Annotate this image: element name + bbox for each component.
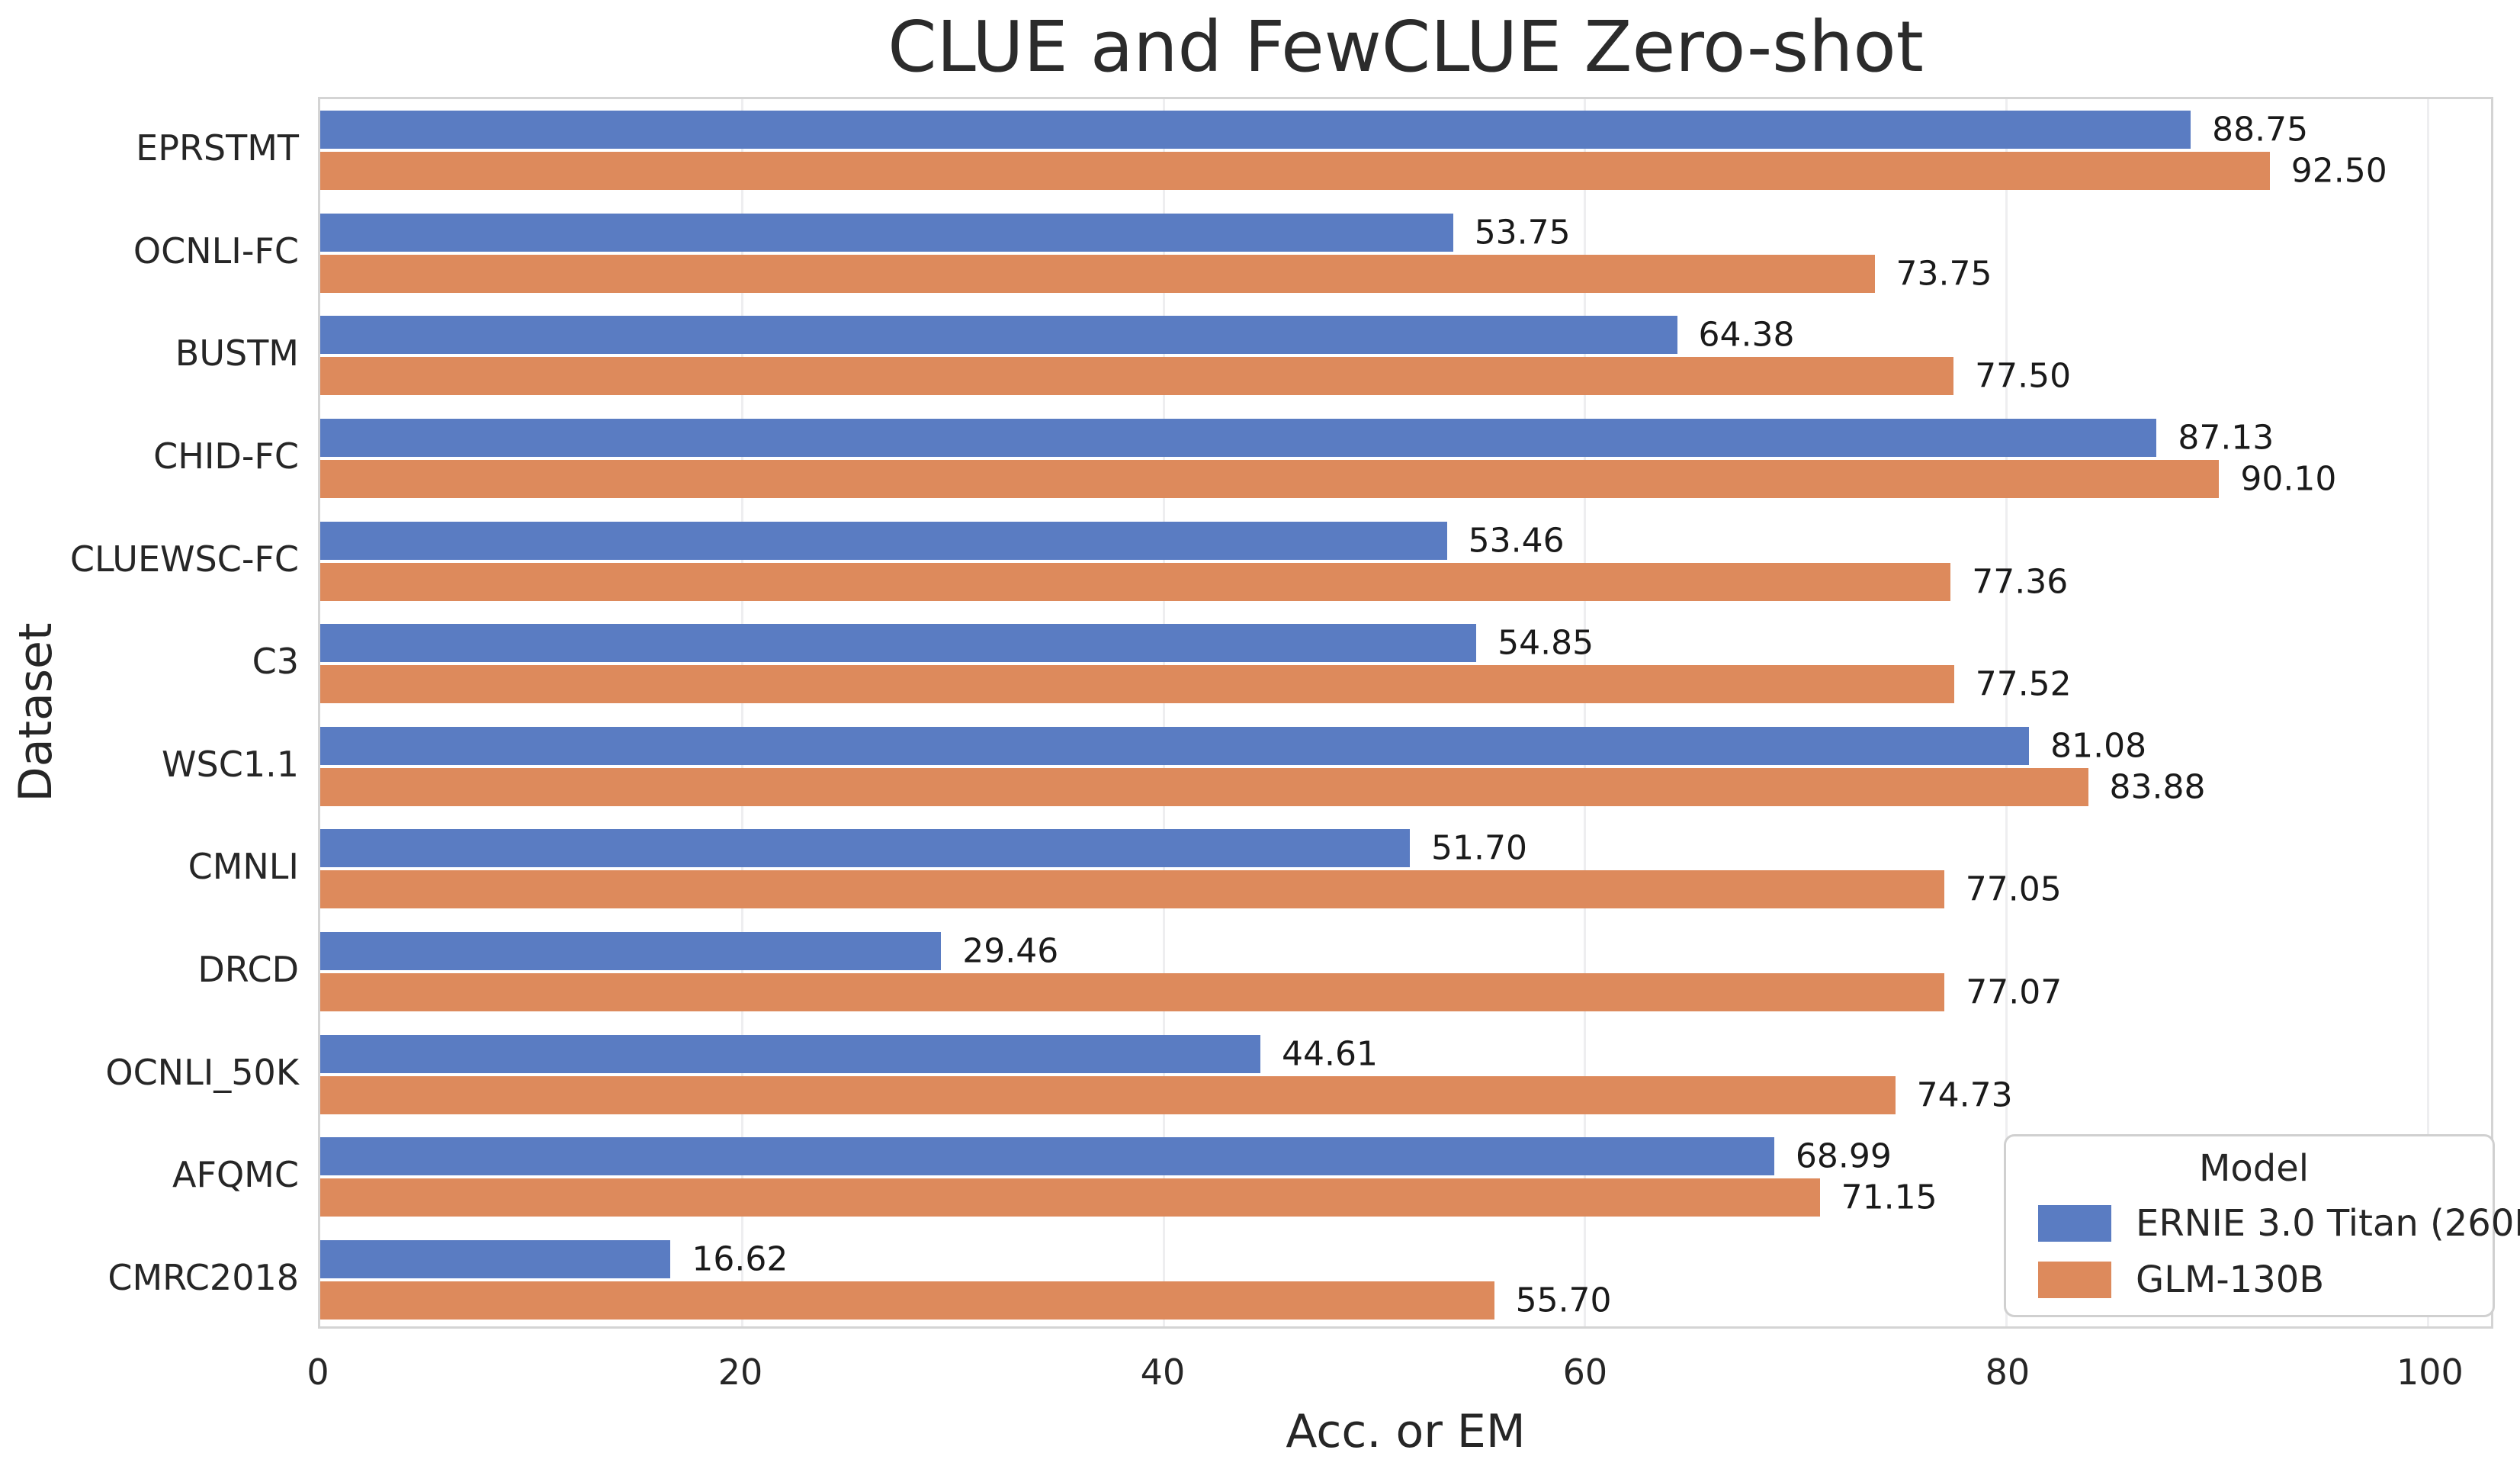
bar-glm [320, 1178, 1820, 1217]
bar-glm [320, 972, 1945, 1011]
bar-group: 16.62 55.70 [320, 1228, 2491, 1331]
bar-ernie [320, 829, 1411, 868]
legend-entry: ERNIE 3.0 Titan (260B) [2038, 1202, 2520, 1245]
bar-value-label: 77.07 [1966, 972, 2063, 1012]
bar-value-label: 71.15 [1841, 1178, 1937, 1217]
y-tick-label: AFQMC [172, 1154, 299, 1196]
bar-value-label: 77.36 [1972, 562, 2069, 602]
y-tick-label: WSC1.1 [162, 743, 299, 785]
bar-glm [320, 357, 1954, 396]
bar-value-label: 83.88 [2109, 767, 2206, 807]
bar-value-label: 44.61 [1282, 1034, 1379, 1074]
legend-swatch [2038, 1262, 2111, 1298]
bar-ernie [320, 521, 1447, 560]
bar-glm [320, 870, 1944, 909]
bar-group: 68.99 71.15 [320, 1126, 2491, 1229]
y-tick-label: CMNLI [188, 846, 299, 888]
y-tick-label: CLUEWSC-FC [69, 538, 299, 580]
bar-glm [320, 460, 2220, 499]
bar-value-label: 90.10 [2240, 459, 2337, 499]
bar-glm [320, 767, 2088, 806]
x-tick-label: 0 [307, 1352, 329, 1393]
bar-glm [320, 152, 2270, 191]
bar-value-label: 77.50 [1975, 356, 2072, 396]
bar-value-label: 81.08 [2050, 726, 2147, 766]
y-tick-label: EPRSTMT [136, 127, 299, 169]
bar-ernie [320, 624, 1477, 663]
bar-ernie [320, 931, 942, 970]
bar-group: 87.13 90.10 [320, 407, 2491, 510]
bar-value-label: 77.05 [1965, 870, 2062, 909]
bar-ernie [320, 1137, 1774, 1176]
gridline [1162, 99, 1165, 1326]
bar-value-label: 92.50 [2290, 151, 2387, 191]
legend-label: ERNIE 3.0 Titan (260B) [2136, 1202, 2520, 1245]
bar-glm [320, 1281, 1494, 1320]
bar-value-label: 51.70 [1431, 828, 1527, 868]
bar-group: 88.75 92.50 [320, 99, 2491, 202]
bar-ernie [320, 1034, 1261, 1073]
chart-title: CLUE and FewCLUE Zero-shot [888, 6, 1924, 88]
bar-group: 53.75 73.75 [320, 202, 2491, 305]
gridline [1584, 99, 1587, 1326]
bar-value-label: 74.73 [1916, 1075, 2013, 1115]
bar-ernie [320, 726, 2030, 765]
bar-group: 64.38 77.50 [320, 304, 2491, 407]
bar-value-label: 16.62 [692, 1239, 788, 1279]
legend-entries: ERNIE 3.0 Titan (260B) GLM-130B [2038, 1202, 2520, 1301]
bar-value-label: 73.75 [1896, 254, 1992, 294]
bar-group: 44.61 74.73 [320, 1023, 2491, 1126]
bar-ernie [320, 1239, 671, 1278]
plot-area: 88.75 92.50 53.75 73.75 64.38 77.50 87.13 90.10… [318, 97, 2493, 1329]
bar-value-label: 54.85 [1498, 623, 1594, 663]
bar-value-label: 88.75 [2212, 110, 2309, 149]
bar-value-label: 53.46 [1468, 521, 1565, 561]
bar-ernie [320, 419, 2157, 458]
bar-glm [320, 562, 1951, 601]
gridline [2005, 99, 2008, 1326]
legend-label: GLM-130B [2136, 1258, 2325, 1301]
x-axis-label: Acc. or EM [1286, 1405, 1526, 1458]
y-tick-label: DRCD [197, 948, 299, 990]
bar-value-label: 55.70 [1515, 1281, 1612, 1320]
x-tick-label: 80 [1985, 1352, 2030, 1393]
bar-ernie [320, 213, 1453, 252]
bar-value-label: 87.13 [2178, 418, 2274, 458]
bar-glm [320, 665, 1954, 704]
bar-value-label: 53.75 [1474, 213, 1571, 252]
x-tick-label: 20 [717, 1352, 763, 1393]
bar-group: 51.70 77.05 [320, 818, 2491, 921]
bar-value-label: 77.52 [1975, 664, 2072, 704]
bar-value-label: 29.46 [962, 931, 1059, 971]
y-tick-label: OCNLI_50K [105, 1051, 299, 1093]
bar-group: 29.46 77.07 [320, 921, 2491, 1024]
x-tick-label: 40 [1140, 1352, 1186, 1393]
bar-ernie [320, 316, 1677, 355]
bar-value-label: 68.99 [1795, 1136, 1892, 1176]
x-tick-label: 100 [2396, 1352, 2464, 1393]
bar-ernie [320, 111, 2191, 149]
gridline [2427, 99, 2430, 1326]
legend-swatch [2038, 1205, 2111, 1242]
legend-title: Model [2198, 1147, 2310, 1190]
gridline [740, 99, 743, 1326]
y-tick-label: BUSTM [175, 333, 299, 374]
y-tick-label: CMRC2018 [108, 1256, 299, 1298]
bar-glm [320, 1075, 1896, 1114]
legend: Model ERNIE 3.0 Titan (260B) GLM-130B [2004, 1134, 2520, 1317]
bar-group: 81.08 83.88 [320, 715, 2491, 818]
bar-group: 53.46 77.36 [320, 509, 2491, 612]
bar-group: 54.85 77.52 [320, 612, 2491, 715]
y-tick-label: CHID-FC [153, 436, 299, 477]
legend-entry: GLM-130B [2038, 1258, 2470, 1301]
y-tick-label: OCNLI-FC [133, 230, 299, 272]
y-tick-label: C3 [252, 641, 299, 683]
x-tick-label: 60 [1562, 1352, 1608, 1393]
bar-value-label: 64.38 [1698, 315, 1795, 355]
bar-glm [320, 254, 1875, 293]
